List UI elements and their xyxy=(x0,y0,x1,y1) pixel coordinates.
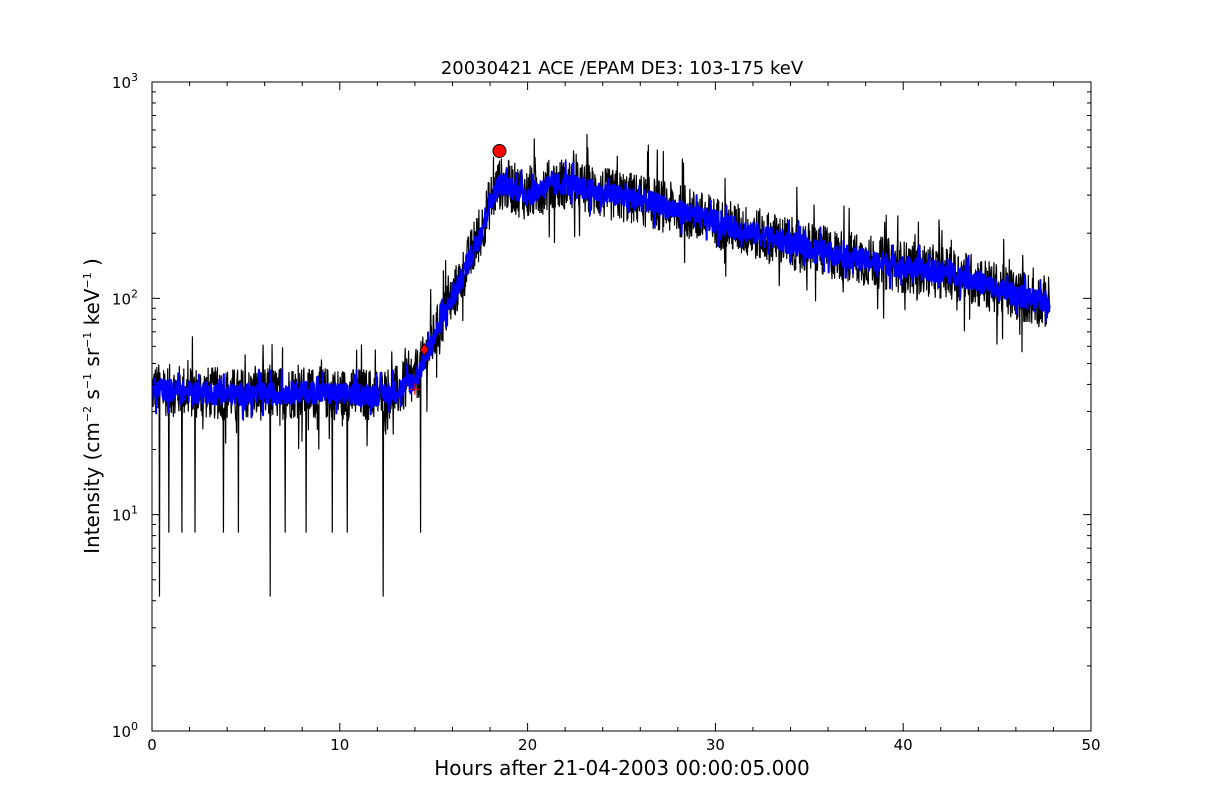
chart-title: 20030421 ACE /EPAM DE3: 103-175 keV xyxy=(441,58,804,79)
ylabel-part: Intensity (cm xyxy=(80,422,104,554)
x-tick-label: 0 xyxy=(147,736,157,754)
peak-circle-marker xyxy=(492,143,507,158)
marker-layer xyxy=(408,143,507,396)
x-tick-label: 20 xyxy=(518,736,537,754)
series-smoothed-line xyxy=(152,160,1051,420)
y-axis-ticks: 100 101 102 103 xyxy=(112,71,1091,741)
x-axis-ticks: 0 10 20 30 40 50 xyxy=(147,82,1101,754)
plot-frame xyxy=(151,81,1092,732)
x-tick-label: 10 xyxy=(330,736,349,754)
ylabel-sup: −2 xyxy=(81,406,94,422)
y-tick-label: 103 xyxy=(112,71,138,92)
x-tick-label: 30 xyxy=(706,736,725,754)
ylabel-sup: −1 xyxy=(81,272,94,288)
ylabel-part: keV xyxy=(80,288,104,332)
y-tick-label: 102 xyxy=(112,287,138,308)
ylabel-sup: −1 xyxy=(81,373,94,389)
plus-marker xyxy=(408,383,421,396)
x-tick-label: 50 xyxy=(1081,736,1100,754)
y-axis-label: Intensity (cm−2 s−1 sr−1 keV−1 ) xyxy=(80,258,104,554)
ylabel-part: ) xyxy=(80,258,104,272)
x-axis-label: Hours after 21-04-2003 00:00:05.000 xyxy=(434,756,810,780)
x-tick-label: 40 xyxy=(894,736,913,754)
ylabel-part: s xyxy=(80,389,104,406)
y-tick-label: 101 xyxy=(112,504,138,525)
onset-diamond-marker xyxy=(419,342,429,357)
plot-area xyxy=(152,133,1051,597)
ylabel-part: sr xyxy=(80,347,104,373)
ylabel-sup: −1 xyxy=(81,332,94,348)
series-layer xyxy=(152,133,1051,597)
y-tick-label: 100 xyxy=(112,720,138,741)
